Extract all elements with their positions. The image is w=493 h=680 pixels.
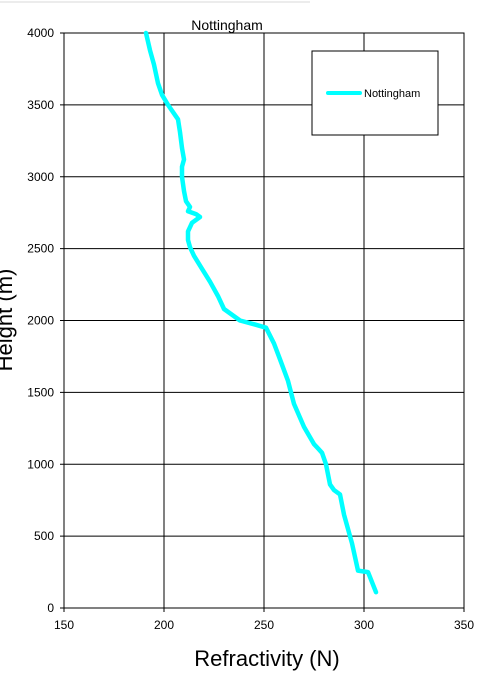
y-axis-label: Height (m) — [0, 269, 17, 372]
legend: Nottingham — [311, 50, 439, 136]
x-tick-label: 200 — [154, 618, 174, 632]
y-tick-label: 1000 — [27, 457, 54, 471]
series-line-nottingham — [143, 30, 379, 595]
y-tick-label: 4000 — [27, 26, 54, 40]
y-tick-label: 1500 — [27, 385, 54, 399]
y-tick-label: 3500 — [27, 98, 54, 112]
x-tick-label: 300 — [354, 618, 374, 632]
legend-label-nottingham: Nottingham — [364, 88, 420, 100]
series-layer — [143, 30, 379, 595]
y-tick-label: 2500 — [27, 242, 54, 256]
x-tick-label: 350 — [454, 618, 474, 632]
y-axis-ticks: 0 500 1000 1500 2000 2500 3000 3500 4000 — [27, 26, 64, 615]
y-tick-label: 500 — [34, 529, 54, 543]
x-axis-ticks: 150 200 250 300 350 — [54, 608, 474, 632]
y-tick-label: 2000 — [27, 314, 54, 328]
x-tick-label: 150 — [54, 618, 74, 632]
chart-title: Nottingham — [191, 17, 263, 33]
x-tick-label: 250 — [254, 618, 274, 632]
x-axis-label: Refractivity (N) — [194, 646, 339, 671]
y-tick-label: 0 — [47, 601, 54, 615]
y-tick-label: 3000 — [27, 170, 54, 184]
